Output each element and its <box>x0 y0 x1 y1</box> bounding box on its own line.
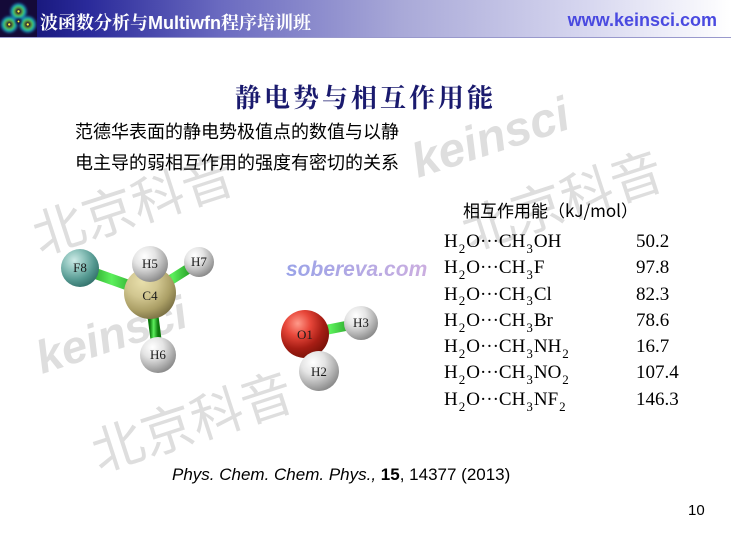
svg-text:C4: C4 <box>142 288 158 303</box>
svg-text:F8: F8 <box>73 260 87 275</box>
svg-text:H5: H5 <box>142 256 158 271</box>
svg-text:北京科音: 北京科音 <box>21 134 242 270</box>
svg-text:H2: H2 <box>311 364 327 379</box>
svg-text:O1: O1 <box>297 327 313 342</box>
svg-text:H3: H3 <box>353 315 369 330</box>
svg-text:H6: H6 <box>150 347 166 362</box>
svg-text:H7: H7 <box>191 254 207 269</box>
